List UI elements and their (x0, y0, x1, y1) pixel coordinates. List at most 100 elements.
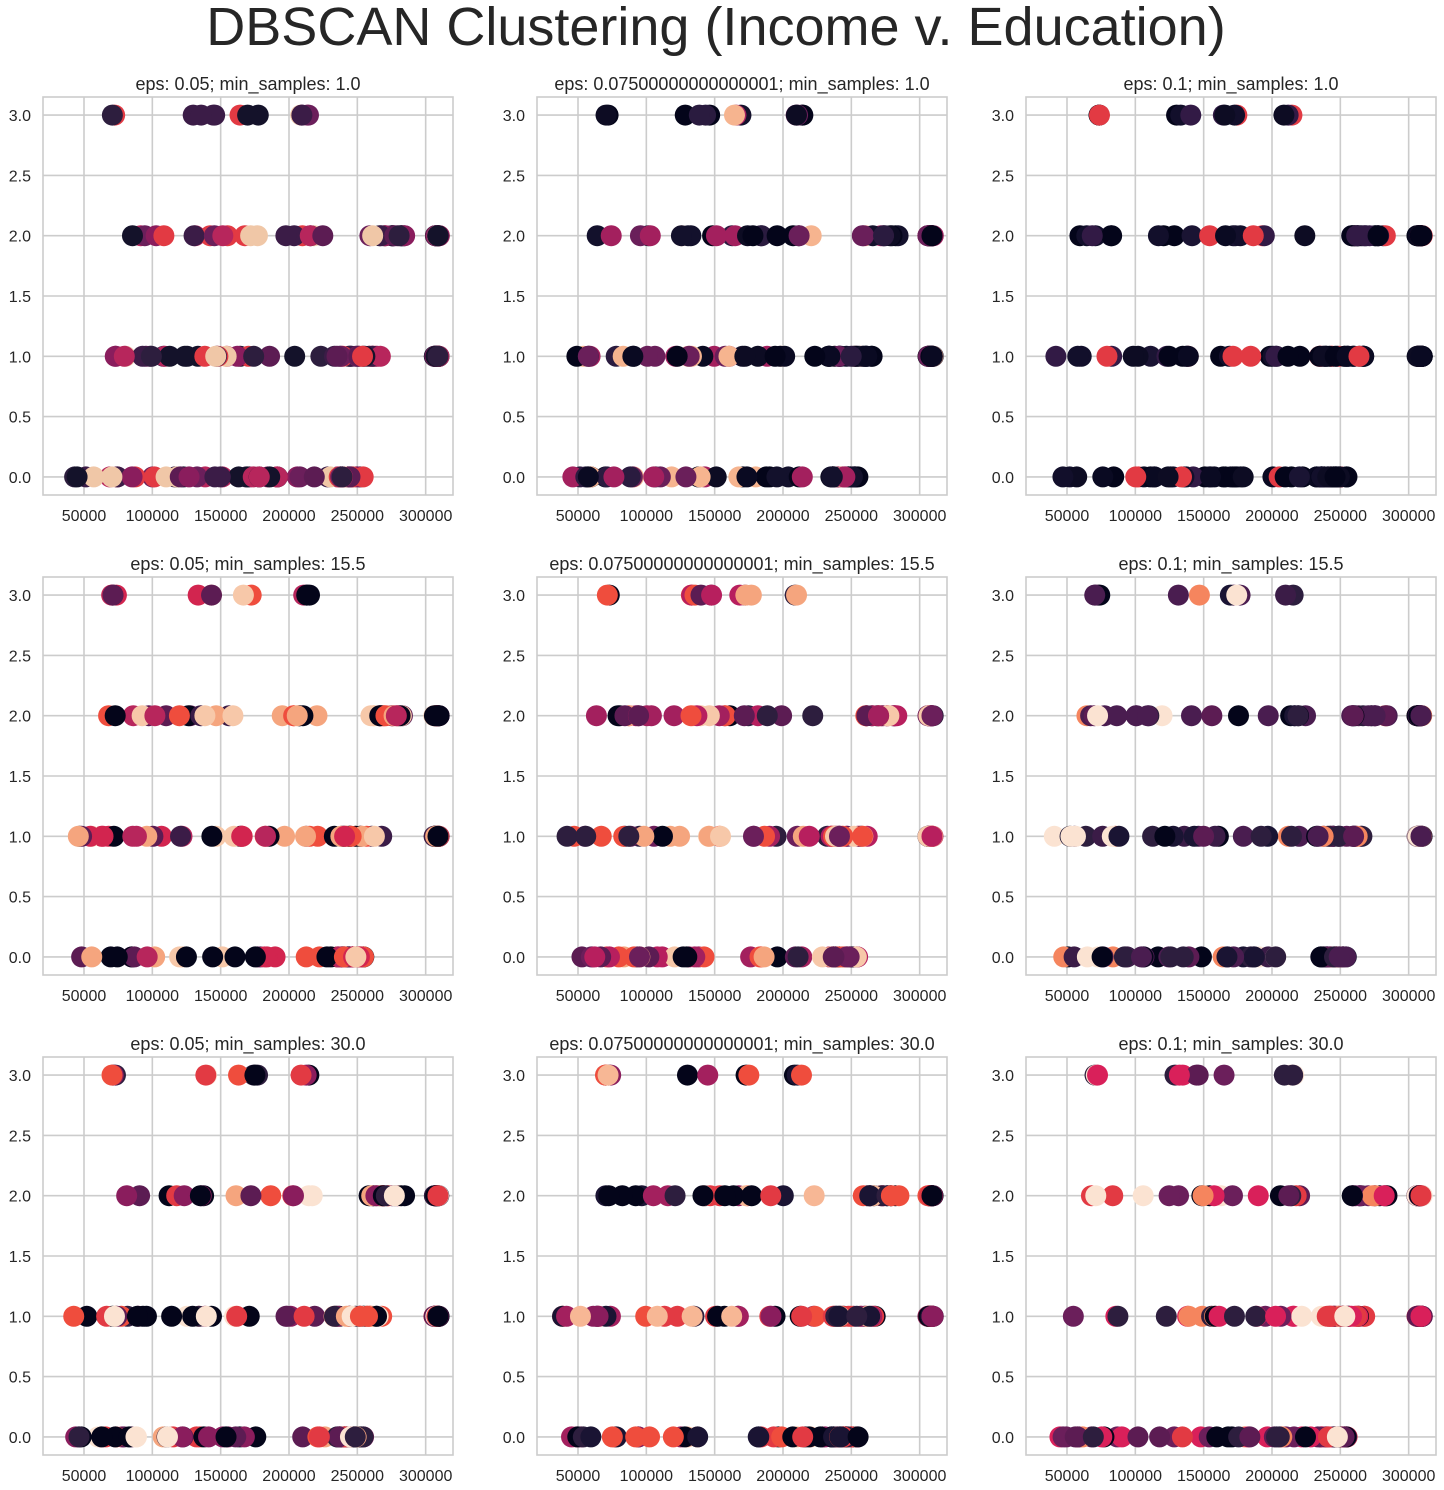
data-point (292, 1426, 314, 1448)
data-point (286, 705, 308, 727)
y-tick-label: 1.0 (9, 1309, 31, 1326)
data-point (723, 104, 745, 126)
data-point (1291, 1305, 1313, 1327)
scatter-points (1045, 104, 1433, 488)
y-tick-label: 2.0 (992, 1189, 1014, 1206)
data-point (598, 1185, 620, 1207)
data-point (1045, 345, 1067, 367)
data-point (1113, 946, 1135, 968)
y-tick-label: 1.0 (9, 829, 31, 846)
data-point (646, 1305, 668, 1327)
data-point (345, 946, 367, 968)
x-tick-label: 300000 (1382, 508, 1435, 525)
data-point (802, 705, 824, 727)
x-tick-label: 50000 (556, 988, 601, 1005)
data-point (1342, 705, 1364, 727)
data-point (1193, 825, 1215, 847)
y-tick-label: 2.5 (992, 1128, 1014, 1145)
data-point (1091, 946, 1113, 968)
data-point (1232, 825, 1254, 847)
y-tick-label: 1.5 (503, 1249, 525, 1266)
data-point (597, 1064, 619, 1086)
data-point (173, 1185, 195, 1207)
data-point (1265, 1305, 1287, 1327)
data-point (1257, 705, 1279, 727)
x-tick-label: 100000 (126, 1468, 179, 1485)
data-point (91, 1426, 113, 1448)
data-point (194, 705, 216, 727)
x-tick-label: 200000 (1245, 508, 1298, 525)
data-point (156, 1426, 178, 1448)
data-point (705, 466, 727, 488)
data-point (295, 825, 317, 847)
data-point (102, 584, 124, 606)
x-tick-label: 300000 (399, 1468, 452, 1485)
x-tick-label: 50000 (556, 1468, 601, 1485)
data-point (1410, 705, 1432, 727)
data-point (1239, 1426, 1261, 1448)
y-tick-label: 0.5 (992, 1370, 1014, 1387)
data-point (1367, 225, 1389, 247)
subplot-1: eps: 0.05; min_samples: 1.0 50000 100000 15… (9, 74, 454, 525)
x-tick-label: 250000 (825, 988, 878, 1005)
data-point (595, 104, 617, 126)
data-point (175, 946, 197, 968)
axes-frame (536, 1056, 948, 1456)
data-point (1064, 825, 1086, 847)
y-tick-label: 1.5 (992, 1249, 1014, 1266)
data-point (83, 466, 105, 488)
data-point (1242, 225, 1264, 247)
data-point (718, 345, 740, 367)
data-point (63, 1305, 85, 1327)
data-point (688, 104, 710, 126)
y-tick-label: 3.0 (9, 108, 31, 125)
data-point (1214, 104, 1236, 126)
data-point (1177, 345, 1199, 367)
data-point (666, 345, 688, 367)
y-tick-label: 0.0 (503, 950, 525, 967)
y-tick-label: 3.0 (992, 108, 1014, 125)
data-point (1130, 946, 1152, 968)
data-point (344, 1426, 366, 1448)
x-tick-label: 50000 (556, 508, 601, 525)
data-point (195, 1064, 217, 1086)
y-tick-label: 0.5 (503, 410, 525, 427)
data-point (577, 345, 599, 367)
subplot-title: eps: 0.1; min_samples: 30.0 (1118, 1034, 1343, 1055)
y-tick-label: 3.0 (992, 588, 1014, 605)
data-point (603, 466, 625, 488)
x-tick-label: 150000 (688, 988, 741, 1005)
data-point (798, 825, 820, 847)
x-tick-label: 300000 (893, 988, 946, 1005)
data-point (161, 1305, 183, 1327)
data-point (202, 946, 224, 968)
x-tick-label: 150000 (194, 508, 247, 525)
data-point (334, 825, 356, 847)
y-tick-label: 1.5 (992, 769, 1014, 786)
data-point (692, 1185, 714, 1207)
data-point (81, 946, 103, 968)
x-tick-label: 200000 (262, 1468, 315, 1485)
data-point (1192, 1185, 1214, 1207)
x-tick-label: 100000 (620, 988, 673, 1005)
data-point (427, 225, 449, 247)
data-point (846, 1305, 868, 1327)
subplot-title: eps: 0.05; min_samples: 30.0 (130, 1034, 365, 1055)
axes-frame (42, 1056, 454, 1456)
data-point (1373, 1185, 1395, 1207)
data-point (851, 225, 873, 247)
data-point (1102, 1185, 1124, 1207)
data-point (741, 1185, 763, 1207)
data-point (427, 825, 449, 847)
data-point (1158, 1185, 1180, 1207)
x-tick-label: 250000 (1314, 988, 1367, 1005)
data-point (331, 466, 353, 488)
scatter-points (552, 1064, 944, 1448)
x-tick-label: 250000 (331, 508, 384, 525)
data-point (243, 345, 265, 367)
data-point (1221, 1185, 1243, 1207)
data-point (676, 946, 698, 968)
data-point (1149, 1426, 1171, 1448)
x-tick-label: 300000 (1382, 988, 1435, 1005)
data-point (873, 225, 895, 247)
